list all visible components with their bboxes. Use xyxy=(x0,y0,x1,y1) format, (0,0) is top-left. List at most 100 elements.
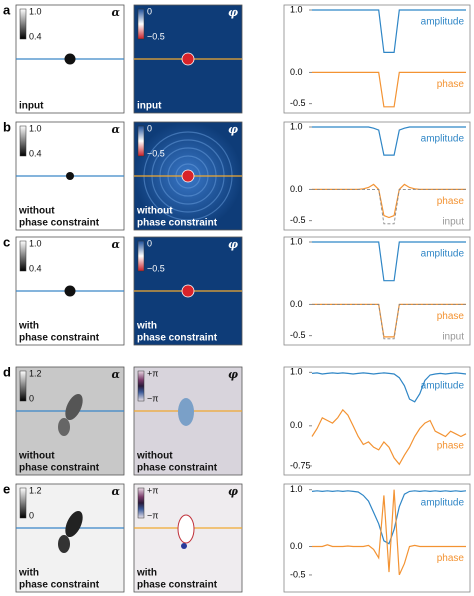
series-label: phase xyxy=(437,79,465,90)
caption: with xyxy=(18,568,39,579)
colorbar xyxy=(137,8,145,40)
object xyxy=(177,514,195,544)
caption: without xyxy=(136,451,173,462)
series-line xyxy=(311,372,467,403)
colorbar-label: −π xyxy=(147,510,158,520)
series-label: input xyxy=(442,217,464,228)
colorbar-label: 0 xyxy=(147,238,152,248)
series-line xyxy=(312,188,466,225)
series-label: phase xyxy=(437,553,465,564)
colorbar-label: 0.4 xyxy=(29,148,42,158)
object xyxy=(64,53,76,65)
colorbar-label: 0.4 xyxy=(29,31,42,41)
caption: with xyxy=(136,568,157,579)
panel-label: b xyxy=(3,119,11,134)
colorbar-label: 1.2 xyxy=(29,485,42,495)
caption: phase constraint xyxy=(137,580,218,591)
channel-symbol: α xyxy=(112,238,121,251)
object xyxy=(178,398,194,426)
colorbar-label: +π xyxy=(147,368,158,378)
y-tick-label: -0.5 xyxy=(290,569,306,579)
amplitude-image xyxy=(15,483,125,593)
plot-frame xyxy=(283,483,471,593)
series-line xyxy=(312,489,466,576)
series-label: amplitude xyxy=(421,249,465,260)
caption: phase constraint xyxy=(19,463,100,474)
y-tick-label: 1.0 xyxy=(290,484,303,494)
object xyxy=(65,393,83,421)
series-label: amplitude xyxy=(421,497,465,508)
y-tick-label: -0.5 xyxy=(290,215,306,225)
y-tick-label: 1.0 xyxy=(290,367,303,377)
series-line xyxy=(312,126,466,156)
object xyxy=(181,169,195,183)
series-label: phase xyxy=(437,440,465,451)
colorbar xyxy=(19,240,27,272)
panel-label: d xyxy=(3,364,11,379)
caption: phase constraint xyxy=(137,333,218,344)
channel-symbol: φ xyxy=(228,238,238,251)
series-label: phase xyxy=(437,311,465,322)
colorbar-label: −0.5 xyxy=(147,148,165,158)
caption: input xyxy=(19,101,44,112)
series-label: amplitude xyxy=(421,134,465,145)
colorbar xyxy=(19,370,27,402)
series-line xyxy=(311,408,467,466)
colorbar-label: 0 xyxy=(147,6,152,16)
caption: phase constraint xyxy=(19,218,100,229)
y-tick-label: 0.0 xyxy=(290,420,303,430)
caption: without xyxy=(18,451,55,462)
object xyxy=(58,535,70,553)
object xyxy=(181,52,195,66)
series-label: amplitude xyxy=(421,381,465,392)
series-line xyxy=(312,9,466,53)
amplitude-image xyxy=(15,366,125,476)
object xyxy=(65,510,83,538)
y-tick-label: 0.0 xyxy=(290,299,303,309)
caption: input xyxy=(137,101,162,112)
series-label: phase xyxy=(437,196,465,207)
channel-symbol: φ xyxy=(228,6,238,19)
colorbar-label: 1.2 xyxy=(29,368,42,378)
channel-symbol: α xyxy=(112,368,121,381)
object xyxy=(58,418,70,436)
colorbar-label: 1.0 xyxy=(29,123,42,133)
object xyxy=(66,172,74,180)
caption: with xyxy=(18,321,39,332)
colorbar xyxy=(137,125,145,157)
colorbar-label: +π xyxy=(147,485,158,495)
y-tick-label: 1.0 xyxy=(290,236,303,246)
channel-symbol: α xyxy=(112,6,121,19)
colorbar-label: 0 xyxy=(29,393,34,403)
series-line xyxy=(312,241,466,282)
y-tick-label: 0.0 xyxy=(290,541,303,551)
colorbar-label: 1.0 xyxy=(29,238,42,248)
colorbar xyxy=(19,8,27,40)
y-tick-label: -0.5 xyxy=(290,330,306,340)
caption: without xyxy=(136,206,173,217)
channel-symbol: φ xyxy=(228,123,238,136)
object xyxy=(181,543,187,549)
series-line xyxy=(312,303,466,340)
colorbar-label: −0.5 xyxy=(147,263,165,273)
object xyxy=(64,285,76,297)
colorbar-label: 0 xyxy=(147,123,152,133)
series-line xyxy=(311,490,467,545)
caption: phase constraint xyxy=(19,580,100,591)
colorbar xyxy=(137,487,145,519)
object xyxy=(181,284,195,298)
y-tick-label: -0.75 xyxy=(290,460,311,470)
plot-frame xyxy=(283,236,471,346)
y-tick-label: 0.0 xyxy=(290,67,303,77)
channel-symbol: α xyxy=(112,485,121,498)
y-tick-label: 0.0 xyxy=(290,184,303,194)
y-tick-label: 1.0 xyxy=(290,121,303,131)
series-line xyxy=(312,71,466,108)
colorbar-label: −0.5 xyxy=(147,31,165,41)
colorbar-label: −π xyxy=(147,393,158,403)
channel-symbol: α xyxy=(112,123,121,136)
caption: phase constraint xyxy=(137,218,218,229)
plot-frame xyxy=(283,121,471,231)
y-tick-label: -0.5 xyxy=(290,98,306,108)
